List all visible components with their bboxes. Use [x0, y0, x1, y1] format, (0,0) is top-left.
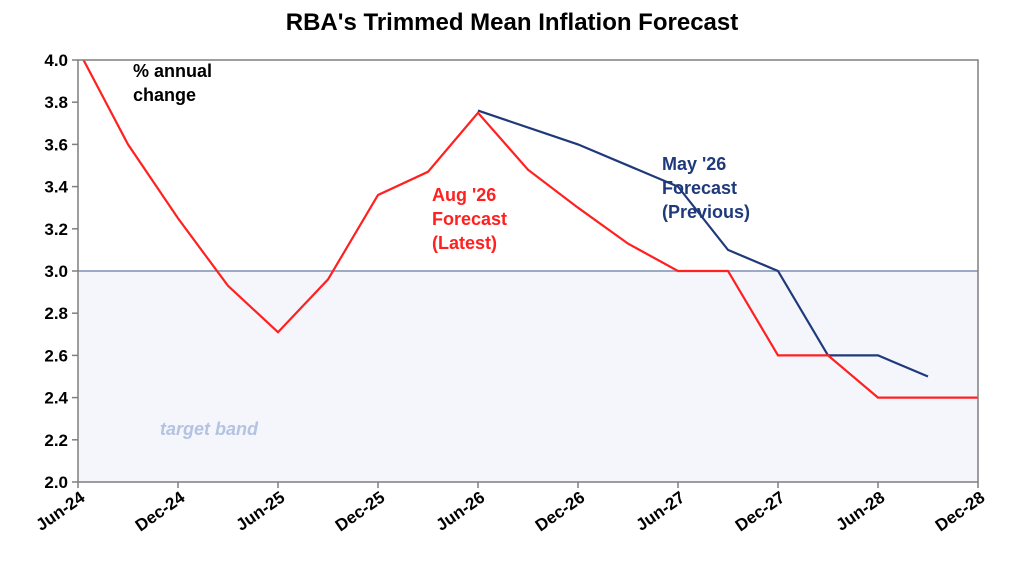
y-tick-label: 3.8 — [44, 93, 68, 112]
y-tick-label: 4.0 — [44, 51, 68, 70]
y-tick-label: 2.6 — [44, 346, 68, 365]
x-tick-label: Dec-25 — [332, 488, 389, 536]
y-tick-label: 2.2 — [44, 431, 68, 450]
x-tick-label: Jun-25 — [233, 488, 289, 535]
x-tick-label: Dec-24 — [132, 487, 189, 535]
y-tick-label: 3.6 — [44, 135, 68, 154]
series-label-latest: Aug '26 Forecast (Latest) — [432, 185, 507, 253]
series-line-previous — [477, 109, 929, 378]
series-label-previous: May '26 Forecast (Previous) — [662, 154, 750, 222]
x-tick-label: Dec-26 — [532, 488, 589, 536]
y-tick-label: 2.8 — [44, 304, 68, 323]
target-band — [78, 271, 978, 482]
y-axis: 4.0 3.8 3.6 3.4 3.2 3.0 2.8 2.6 2.4 2.2 2.0 — [44, 51, 78, 492]
x-tick-label: Dec-28 — [932, 488, 989, 536]
x-tick-label: Jun-27 — [633, 488, 689, 535]
y-tick-label: 3.2 — [44, 220, 68, 239]
x-tick-label: Jun-28 — [833, 488, 889, 535]
y-tick-label: 3.4 — [44, 178, 68, 197]
y-tick-label: 3.0 — [44, 262, 68, 281]
x-axis: Jun-24 Dec-24 Jun-25 Dec-25 Jun-26 Dec-26 Jun-… — [33, 482, 989, 536]
y-axis-label: % annual change — [133, 61, 212, 105]
x-tick-label: Jun-26 — [433, 488, 489, 535]
x-tick-label: Jun-24 — [33, 487, 89, 534]
chart-title: RBA's Trimmed Mean Inflation Forecast — [286, 9, 738, 36]
y-tick-label: 2.0 — [44, 473, 68, 492]
x-tick-label: Dec-27 — [732, 488, 789, 536]
series-layer — [82, 60, 978, 399]
y-tick-label: 2.4 — [44, 389, 68, 408]
plot-area: target band — [77, 59, 979, 483]
target-band-label: target band — [160, 419, 259, 439]
series-line-latest — [82, 60, 978, 399]
